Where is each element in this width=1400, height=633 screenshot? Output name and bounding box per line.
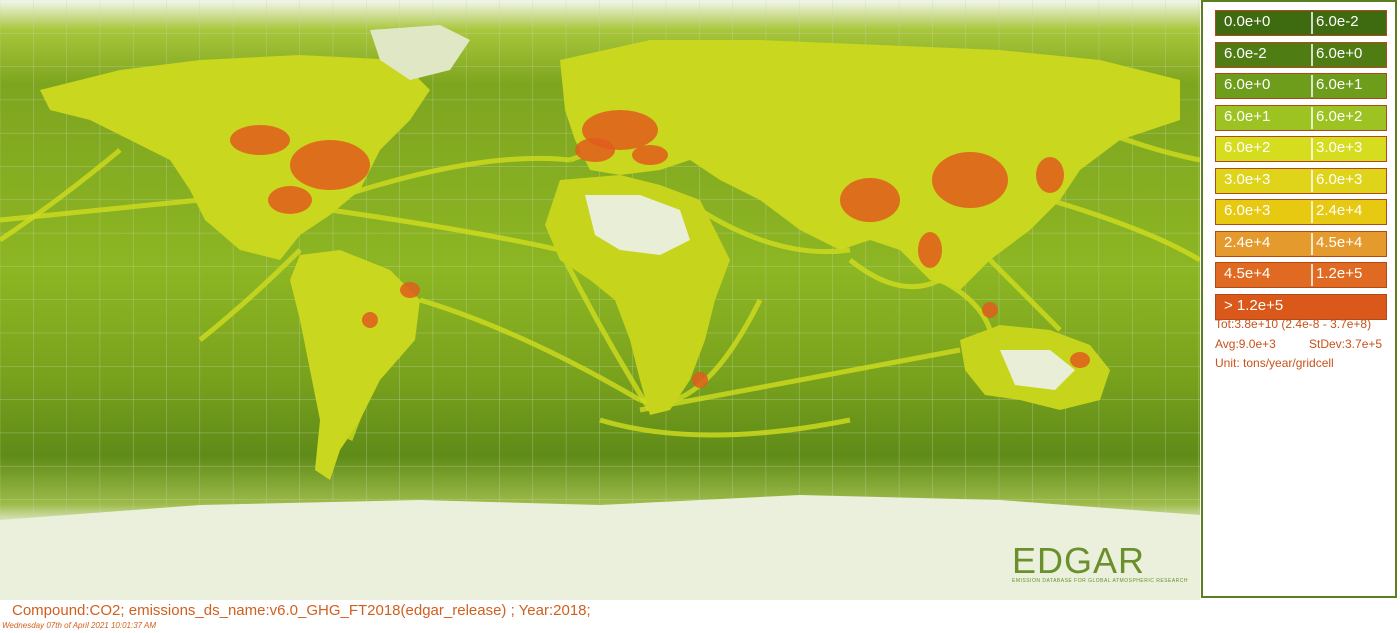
land-north-america (40, 55, 430, 260)
shipping-route (639, 347, 961, 413)
legend-class-min: 2.4e+4 (1224, 233, 1271, 251)
emission-hotspot (362, 312, 378, 328)
shipping-route (0, 197, 201, 223)
emission-hotspot (982, 302, 998, 318)
land-greenland (370, 25, 470, 80)
legend-class: 2.4e+4 4.5e+4 (1215, 230, 1387, 257)
land-regions (0, 25, 1200, 600)
shipping-route (419, 297, 642, 403)
legend-unit: Unit: tons/year/gridcell (1215, 356, 1334, 370)
emission-map[interactable] (0, 0, 1200, 600)
legend-class-min: 6.0e+0 (1224, 76, 1271, 93)
emission-hotspot (932, 152, 1008, 208)
legend-swatch (1215, 41, 1387, 68)
emission-hotspot (918, 232, 942, 268)
legend-class-max: 6.0e+2 (1316, 107, 1363, 125)
legend-swatch (1215, 104, 1387, 131)
emission-hotspot (1036, 157, 1064, 193)
edgar-logo: EDGAR EMISSION DATABASE FOR GLOBAL ATMOS… (1012, 540, 1188, 590)
emission-hotspot (692, 372, 708, 388)
legend-swatch (1215, 293, 1387, 320)
legend-class-max: 4.5e+4 (1316, 233, 1363, 251)
legend-average: Avg:9.0e+3 (1215, 337, 1276, 351)
legend-class-max: 2.4e+4 (1316, 202, 1363, 219)
legend-class-max: 6.0e+1 (1316, 76, 1363, 93)
land-europe-asia (560, 40, 1180, 290)
legend-class-min: 3.0e+3 (1224, 170, 1271, 188)
legend-stdev: StDev:3.7e+5 (1309, 337, 1383, 351)
legend-class-min: > 1.2e+5 (1224, 296, 1284, 314)
legend-separator (1311, 106, 1313, 129)
legend-separator (1311, 201, 1313, 223)
land-south-america (290, 250, 420, 480)
legend-swatch (1215, 199, 1387, 225)
emission-map-graphic (0, 0, 1200, 600)
legend-class-min: 4.5e+4 (1224, 265, 1271, 282)
shipping-route (557, 248, 653, 412)
shipping-route (329, 207, 561, 253)
legend-class: 6.0e+0 6.0e+1 (1215, 73, 1387, 99)
emission-hotspot (268, 186, 312, 214)
legend-class-min: 6.0e+3 (1224, 202, 1271, 219)
emission-hotspot (840, 178, 900, 222)
legend-class: 6.0e+2 3.0e+3 (1215, 136, 1387, 162)
shipping-route (198, 248, 302, 342)
land-antarctica (0, 495, 1200, 600)
legend-class-min: 0.0e+0 (1224, 13, 1271, 30)
legend-class: 6.0e-2 6.0e+0 (1215, 41, 1387, 68)
legend-class-min: 6.0e-2 (1224, 44, 1267, 62)
legend-swatch (1215, 136, 1387, 162)
legend-class-max: 6.0e-2 (1316, 13, 1359, 30)
legend-swatch (1215, 230, 1387, 257)
map-caption: Compound:CO2; emissions_ds_name:v6.0_GHG… (12, 602, 591, 619)
legend-separator (1311, 169, 1313, 192)
emission-hotspot (290, 140, 370, 190)
legend-separator (1311, 264, 1313, 286)
shipping-route (599, 417, 851, 438)
legend-separator (1311, 232, 1313, 255)
shipping-route (988, 258, 1062, 332)
emission-hotspot (575, 138, 615, 162)
legend-class-max: 1.2e+5 (1316, 265, 1363, 282)
legend-swatch (1215, 73, 1387, 99)
shipping-route (329, 155, 571, 203)
legend-separator (1311, 43, 1313, 66)
map-timestamp: Wednesday 07th of April 2021 10:01:37 AM (2, 621, 157, 630)
legend-class-max: 6.0e+3 (1316, 170, 1363, 188)
legend-class: 6.0e+3 2.4e+4 (1215, 199, 1387, 225)
edgar-logo-tagline: EMISSION DATABASE FOR GLOBAL ATMOSPHERIC… (1012, 578, 1189, 584)
shipping-route (1049, 197, 1200, 263)
shipping-route (698, 207, 851, 255)
legend-class-max: 3.0e+3 (1316, 139, 1363, 156)
emission-hotspots (230, 110, 1090, 388)
legend-class: 0.0e+0 6.0e-2 (1215, 10, 1387, 36)
legend-class: 6.0e+1 6.0e+2 (1215, 104, 1387, 131)
legend-class-max: 6.0e+0 (1316, 44, 1363, 62)
legend-total: Tot:3.8e+10 (2.4e-8 - 3.7e+8) (1215, 317, 1372, 331)
legend-swatch (1215, 262, 1387, 288)
land-sahara-sparse (585, 195, 690, 255)
emission-hotspot (632, 145, 668, 165)
edgar-logo-wordmark: EDGAR (1012, 540, 1146, 581)
legend-class-min: 6.0e+2 (1224, 139, 1271, 156)
legend-swatch (1215, 167, 1387, 194)
shipping-route (848, 258, 942, 290)
legend-panel: 0.0e+0 6.0e-2 6.0e-2 6.0e+0 6.0e+0 6.0e+1 6.0e… (1201, 0, 1397, 598)
legend-separator (1311, 138, 1313, 160)
legend-class: > 1.2e+5 (1215, 293, 1387, 320)
emission-hotspot (1070, 352, 1090, 368)
legend-separator (1311, 12, 1313, 34)
emission-hotspot (400, 282, 420, 298)
legend-separator (1311, 75, 1313, 97)
legend-class: 4.5e+4 1.2e+5 (1215, 262, 1387, 288)
shipping-route (0, 148, 122, 243)
land-australia-interior (1000, 350, 1075, 390)
legend-class: 3.0e+3 6.0e+3 (1215, 167, 1387, 194)
emission-hotspot (230, 125, 290, 155)
legend-swatch (1215, 10, 1387, 36)
legend-class-min: 6.0e+1 (1224, 107, 1271, 125)
